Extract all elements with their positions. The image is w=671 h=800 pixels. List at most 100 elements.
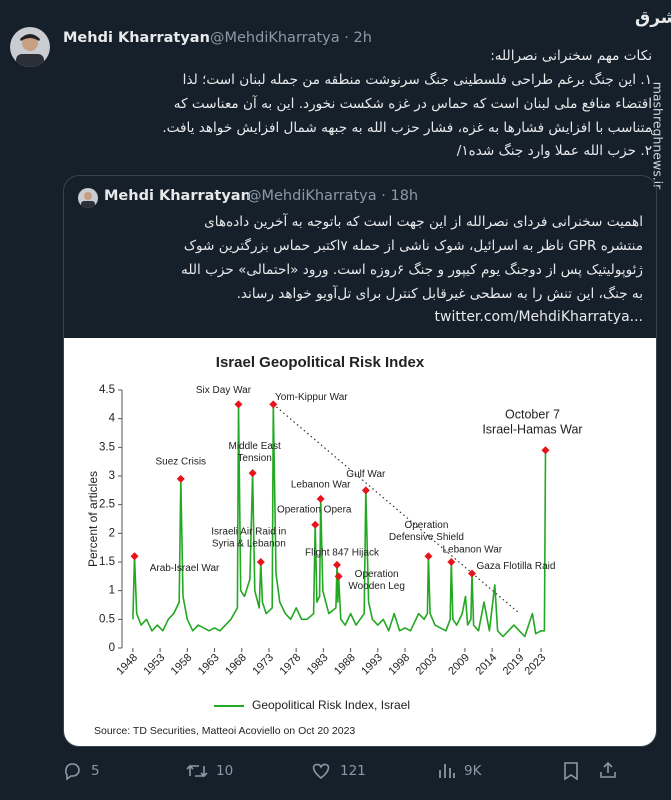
x-tick-label: 1993 — [359, 652, 385, 678]
x-tick-label: 1958 — [169, 652, 195, 678]
event-marker — [334, 572, 343, 581]
x-tick-label: 1953 — [141, 652, 167, 678]
x-tick-label: 1978 — [278, 652, 304, 678]
x-tick-label: 1998 — [386, 652, 412, 678]
tweet-line: ۲. حزب الله عملا وارد جنگ شده۱/ — [456, 143, 652, 159]
author-handle[interactable]: @MehdiKharratya · 2h — [210, 30, 372, 46]
quote-link[interactable]: twitter.com/MehdiKharratya... — [434, 309, 643, 325]
event-marker — [447, 558, 456, 566]
y-tick-label: 3 — [109, 470, 115, 482]
event-label: Operation Opera — [277, 504, 352, 515]
x-tick-label: 1963 — [196, 652, 222, 678]
reply-icon[interactable] — [62, 761, 82, 781]
event-label: Middle East — [229, 441, 281, 452]
views-icon[interactable] — [437, 761, 457, 781]
event-label: Suez Crisis — [155, 457, 206, 468]
bookmark-icon[interactable] — [562, 761, 580, 781]
watermark-logo: مشرق — [635, 8, 671, 28]
retweet-icon[interactable] — [186, 761, 208, 781]
timestamp[interactable]: 18h — [390, 188, 419, 204]
y-tick-label: 2 — [109, 527, 115, 539]
like-count: 121 — [340, 763, 366, 779]
event-marker — [256, 558, 265, 566]
timestamp[interactable]: 2h — [353, 30, 372, 46]
quote-meta: @MehdiKharratya · 18h — [247, 188, 419, 204]
event-label: Yom-Kippur War — [275, 392, 348, 403]
event-marker — [467, 569, 476, 578]
source-note: Source: TD Securities, Matteoi Acoviello… — [94, 725, 355, 737]
y-tick-label: 1.5 — [99, 556, 115, 568]
event-marker — [269, 400, 278, 409]
quoted-tweet[interactable]: Mehdi Kharratyan @MehdiKharratya · 18h ا… — [63, 175, 657, 747]
x-tick-label: 1983 — [305, 652, 331, 678]
event-label: Flight 847 Hijack — [305, 548, 380, 559]
quote-avatar — [78, 188, 98, 208]
views-count: 9K — [464, 763, 482, 779]
event-label: Operation — [355, 569, 399, 580]
event-marker — [234, 400, 243, 409]
reply-count: 5 — [91, 763, 100, 779]
event-label: Israeli Air Raid in — [211, 527, 286, 538]
x-tick-label: 1968 — [223, 652, 249, 678]
event-label: Arab-Israel War — [150, 563, 220, 574]
y-tick-label: 0.5 — [99, 613, 115, 625]
event-marker — [311, 520, 320, 529]
tweet-line: اقتضاء منافع ملی لبنان است که حماس در غز… — [173, 96, 652, 112]
author-name[interactable]: Mehdi Kharratyan — [63, 30, 210, 46]
event-label: Operation — [404, 520, 448, 531]
x-tick-label: 1973 — [250, 652, 276, 678]
event-label: Israel-Hamas War — [482, 422, 582, 436]
tweet-line: ۱. این جنگ برغم طراحی فلسطینی جنگ سرنوشت… — [182, 72, 652, 88]
chart-title: Israel Geopolitical Risk Index — [216, 354, 425, 371]
y-axis-label: Percent of articles — [86, 471, 100, 567]
event-marker — [541, 446, 550, 455]
handle[interactable]: @MehdiKharratya — [247, 188, 377, 204]
y-tick-label: 1 — [109, 585, 115, 597]
quote-line: به جنگ، این تنش را به سطحی غیرقابل کنترل… — [236, 286, 643, 302]
event-label: Defensive Shield — [389, 532, 464, 543]
x-tick-label: 2019 — [501, 652, 527, 678]
like-icon[interactable] — [310, 761, 332, 781]
quote-line: ژئوپولیتیک پس از دوجنگ یوم کیپور و جنگ ۶… — [181, 262, 643, 278]
event-label: Gaza Flotilla Raid — [477, 561, 556, 572]
event-label: Tension — [237, 453, 271, 464]
avatar — [10, 27, 50, 67]
event-marker — [130, 552, 139, 561]
y-tick-label: 4 — [109, 413, 116, 425]
event-label: Lebanon War — [291, 480, 351, 491]
event-label: Gulf War — [346, 469, 386, 480]
y-tick-label: 0 — [109, 642, 115, 654]
event-marker — [316, 494, 325, 503]
x-tick-label: 2009 — [446, 652, 472, 678]
y-tick-label: 3.5 — [99, 441, 115, 453]
tweet-line: نکات مهم سخنرانی نصرالله: — [490, 48, 652, 64]
retweet-count: 10 — [216, 763, 234, 779]
x-tick-label: 2003 — [414, 652, 440, 678]
event-marker — [176, 474, 185, 483]
x-tick-label: 1988 — [332, 652, 358, 678]
quote-author[interactable]: Mehdi Kharratyan — [104, 188, 251, 204]
chart: Israel Geopolitical Risk Index Percent o… — [64, 338, 656, 746]
x-tick-label: 1948 — [114, 652, 140, 678]
x-tick-label: 2014 — [474, 652, 500, 678]
share-icon[interactable] — [598, 760, 618, 780]
event-label: Lebanon War — [442, 545, 502, 556]
handle[interactable]: @MehdiKharratya — [210, 30, 340, 46]
event-marker — [361, 486, 370, 495]
quote-line: اهمیت سخنرانی فردای نصرالله از این جهت ا… — [204, 214, 643, 230]
event-label: Six Day War — [196, 385, 252, 396]
event-label: Syria & Lebanon — [212, 539, 286, 550]
x-tick-label: 2023 — [522, 652, 548, 678]
event-label: October 7 — [505, 407, 560, 421]
event-marker — [248, 469, 257, 478]
legend-label: Geopolitical Risk Index, Israel — [252, 698, 410, 712]
y-tick-label: 4.5 — [99, 384, 115, 396]
tweet-line: متناسب با افزایش فشارها به غزه، فشار حزب… — [162, 120, 652, 136]
event-label: Wooden Leg — [348, 581, 405, 592]
quote-line: منتشره GPR ناظر به اسرائیل، شوک ناشی از … — [183, 238, 643, 254]
data-line — [132, 403, 547, 638]
y-tick-label: 2.5 — [99, 499, 115, 511]
event-marker — [333, 560, 341, 569]
event-marker — [424, 552, 433, 561]
